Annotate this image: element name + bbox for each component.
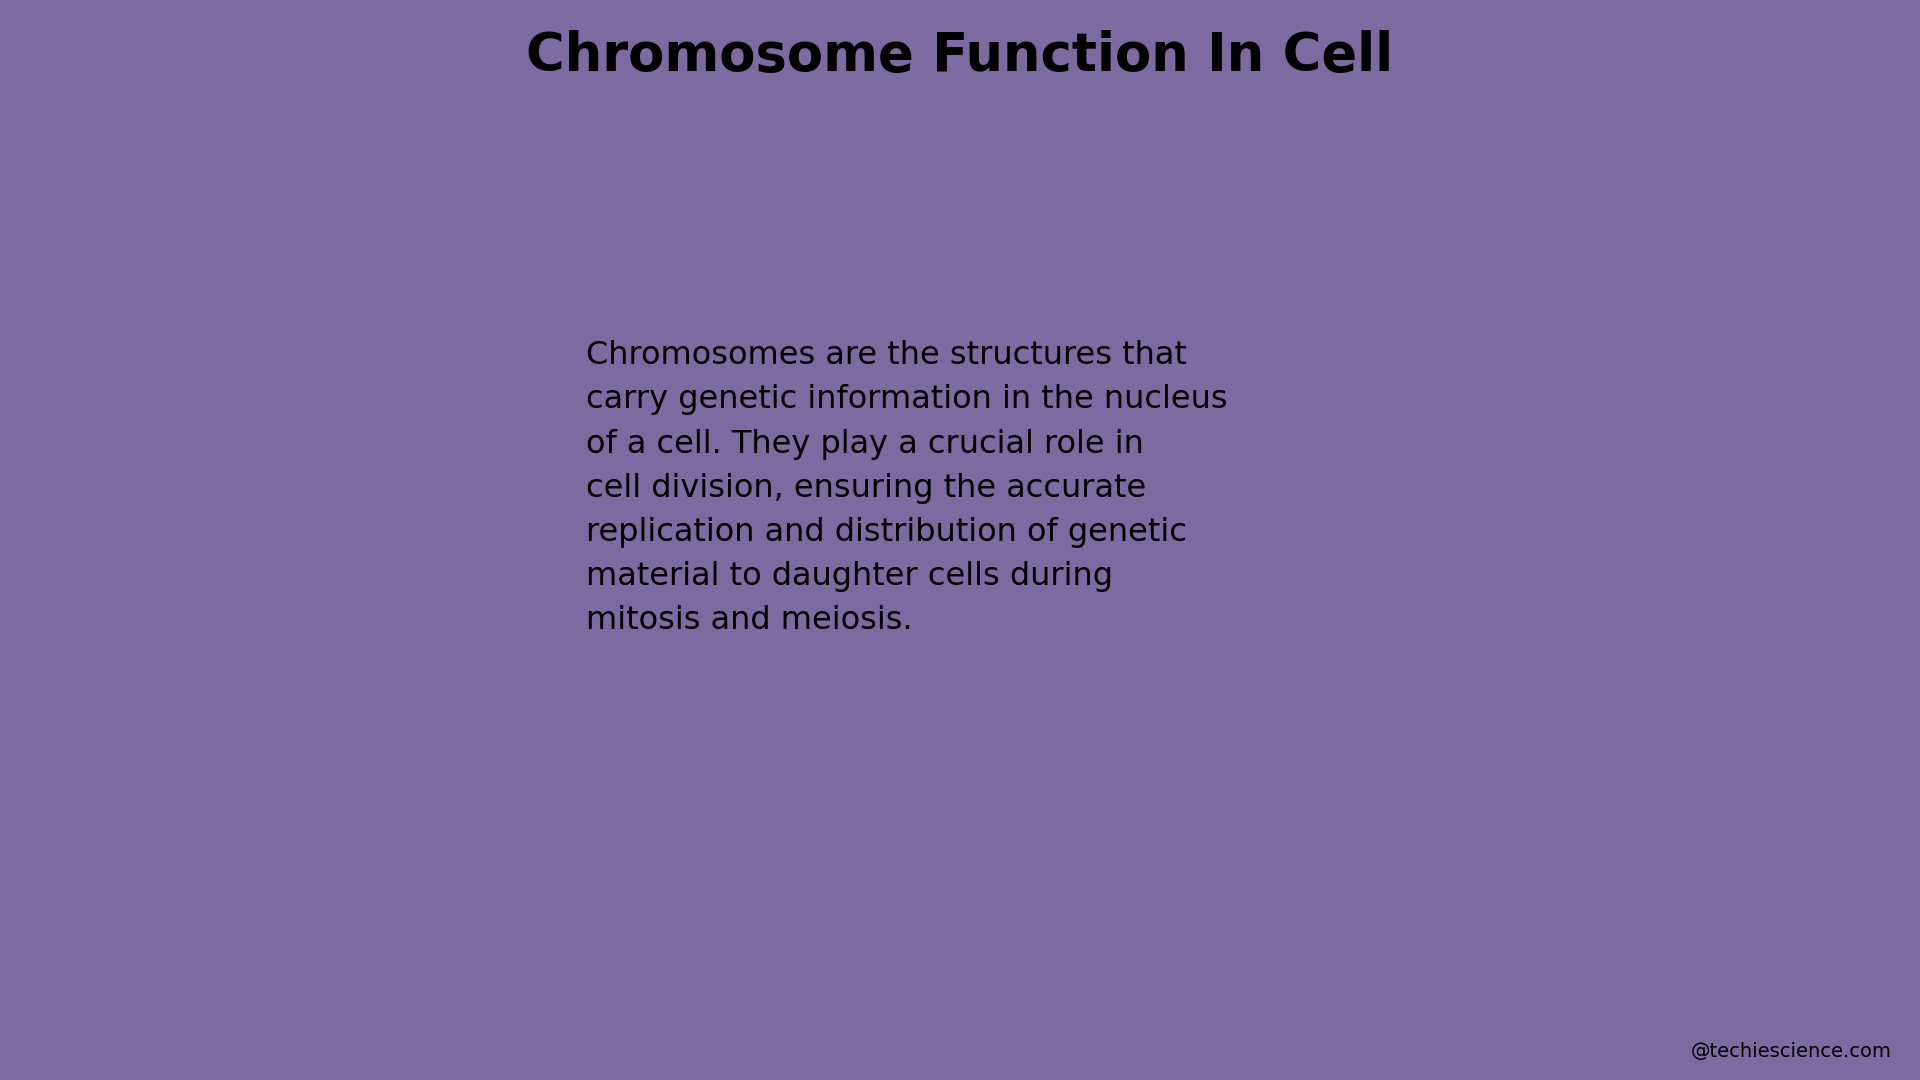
Text: Chromosome Function In Cell: Chromosome Function In Cell	[526, 30, 1394, 82]
Text: @techiescience.com: @techiescience.com	[1690, 1041, 1891, 1061]
Text: Chromosomes are the structures that
carry genetic information in the nucleus
of : Chromosomes are the structures that carr…	[586, 340, 1227, 636]
